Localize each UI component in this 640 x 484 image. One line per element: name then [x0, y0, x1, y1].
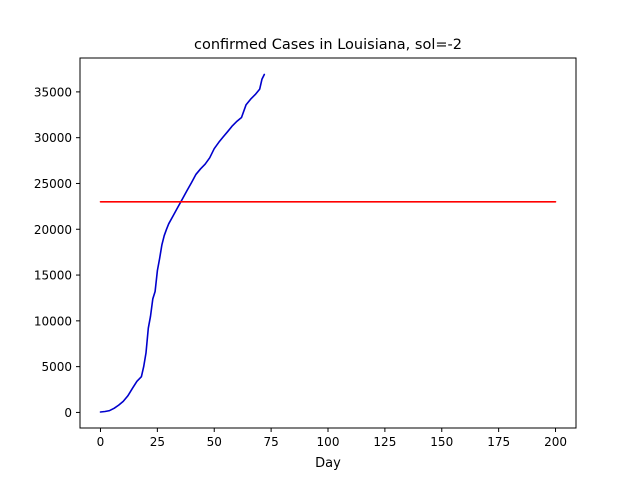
x-tick-label: 125 [373, 435, 396, 449]
chart-title: confirmed Cases in Louisiana, sol=-2 [194, 37, 462, 53]
x-tick-label: 175 [487, 435, 510, 449]
y-tick-label: 5000 [41, 360, 72, 374]
x-tick-label: 0 [97, 435, 105, 449]
x-tick-label: 25 [150, 435, 165, 449]
confirmed-cases-line [99, 73, 266, 413]
y-axis-ticks: 0 5000 10000 15000 20000 25000 30000 35000 [34, 85, 80, 420]
x-tick-label: 75 [263, 435, 278, 449]
series-lines [99, 73, 557, 413]
x-tick-label: 100 [317, 435, 340, 449]
y-tick-label: 30000 [34, 131, 72, 145]
y-tick-label: 20000 [34, 223, 72, 237]
y-tick-label: 15000 [34, 269, 72, 283]
y-tick-label: 35000 [34, 85, 72, 99]
plot-frame [79, 57, 577, 429]
x-axis-ticks: 0 25 50 75 100 125 150 175 200 [97, 428, 567, 449]
y-tick-label: 0 [64, 406, 72, 420]
x-axis-label: Day [315, 456, 341, 471]
x-tick-label: 200 [544, 435, 567, 449]
x-tick-label: 50 [207, 435, 222, 449]
y-tick-label: 10000 [34, 314, 72, 328]
y-tick-label: 25000 [34, 177, 72, 191]
plot-area [80, 58, 576, 428]
x-tick-label: 150 [430, 435, 453, 449]
